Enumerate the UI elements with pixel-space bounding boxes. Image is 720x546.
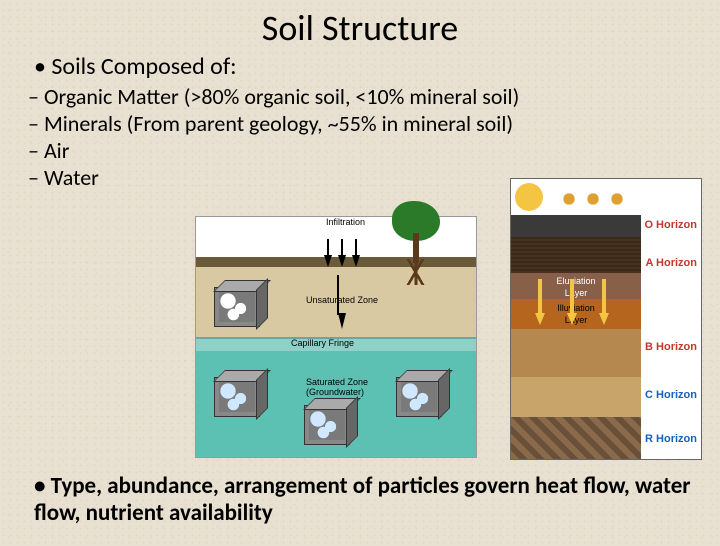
slide-title: Soil Structure [0, 6, 720, 50]
down-arrow-icon [324, 255, 332, 267]
plant-icon [607, 189, 627, 209]
o-horizon-label: O Horizon [644, 219, 697, 231]
eluviation-layer: Eluviation Layer [511, 273, 641, 301]
b-horizon-layer [511, 329, 641, 380]
bottom-bullet: Type, abundance, arrangement of particle… [34, 473, 700, 526]
soil-horizon-diagram: Eluviation Layer Illuviation Layer O Hor… [510, 178, 702, 460]
soil-pore-cube-icon [396, 377, 442, 417]
down-arrow-icon [599, 313, 609, 325]
sub-bullet-list: Organic Matter (>80% organic soil, <10% … [28, 83, 720, 191]
soil-pore-cube-icon [214, 287, 260, 327]
tree-icon [386, 199, 446, 259]
down-arrow-icon [567, 313, 577, 325]
infiltration-label: Infiltration [326, 217, 365, 227]
plant-icon [559, 189, 579, 209]
sub-bullet: Air [28, 137, 720, 164]
r-horizon-layer [511, 417, 641, 459]
down-arrow-icon [535, 313, 545, 325]
top-bullet-list: Soils Composed of: [34, 52, 720, 81]
down-arrow-icon [338, 255, 346, 267]
r-horizon-label: R Horizon [645, 433, 697, 445]
saturated-zone-label: Saturated Zone (Groundwater) [306, 377, 368, 397]
unsaturated-zone-label: Unsaturated Zone [306, 295, 378, 305]
soil-cross-section-diagram: Infiltration Unsaturated Zone Capillary … [195, 216, 477, 458]
c-horizon-layer [511, 377, 641, 420]
down-arrow-icon [352, 255, 360, 267]
b-horizon-label: B Horizon [645, 341, 697, 353]
capillary-fringe-label: Capillary Fringe [291, 338, 354, 348]
sub-bullet: Organic Matter (>80% organic soil, <10% … [28, 83, 720, 110]
top-bullet: Soils Composed of: [34, 52, 720, 81]
plant-icon [583, 189, 603, 209]
soil-pore-cube-icon [214, 377, 260, 417]
down-arrow-icon [338, 313, 346, 329]
soil-pore-cube-icon [304, 405, 350, 445]
a-horizon-label: A Horizon [645, 257, 697, 269]
sub-bullet: Minerals (From parent geology, ~55% in m… [28, 110, 720, 137]
a-horizon-layer [511, 237, 641, 276]
sun-icon [517, 185, 541, 209]
c-horizon-label: C Horizon [645, 389, 697, 401]
